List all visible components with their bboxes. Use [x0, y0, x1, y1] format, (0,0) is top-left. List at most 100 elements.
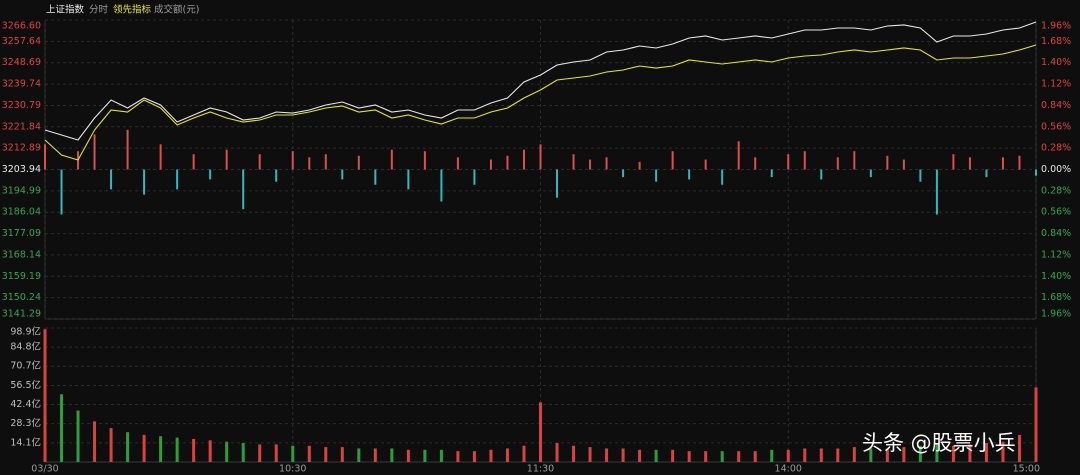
volume-bar	[671, 449, 675, 462]
volume-bar	[902, 447, 906, 462]
indicator-bar	[754, 157, 757, 170]
indicator-bar	[242, 169, 245, 210]
indicator-bar	[539, 144, 542, 170]
y2-tick-label: 1.40%	[1041, 271, 1071, 282]
volume-bar	[720, 451, 724, 462]
volume-title: 成交额(元)	[154, 4, 199, 16]
volume-bar	[770, 449, 774, 462]
x-tick-label: 03/30	[31, 464, 58, 475]
y2-tick-label: 1.96%	[1041, 21, 1071, 32]
volume-bar	[1034, 387, 1038, 462]
indicator-bar	[853, 151, 856, 170]
indicator-bar	[886, 155, 889, 170]
volume-bar	[406, 449, 410, 462]
y-tick-label: 3239.74	[2, 79, 41, 90]
volume-bar	[357, 448, 361, 462]
volume-bar	[291, 445, 295, 462]
y2-tick-label: 1.12%	[1041, 79, 1071, 90]
x-tick-label: 14:00	[775, 464, 802, 475]
volume-bar	[324, 447, 328, 462]
volume-bar	[489, 449, 493, 462]
indicator-bar	[589, 159, 592, 170]
volume-bar	[704, 451, 708, 462]
volume-bar	[737, 451, 741, 462]
volume-bar	[439, 449, 443, 462]
y2-tick-label: 0.84%	[1041, 100, 1071, 111]
indicator-bar	[374, 169, 377, 185]
indicator-bar	[44, 144, 46, 170]
volume-bar	[456, 451, 460, 462]
indicator-bar	[721, 169, 724, 185]
legend-entry: 上证指数	[46, 4, 85, 16]
indicator-bar	[671, 151, 674, 170]
y-tick-label: 3212.89	[2, 143, 41, 154]
x-tick-label: 11:30	[527, 464, 554, 475]
y-tick-label: 42.4亿	[10, 398, 41, 410]
indicator-bar	[60, 169, 63, 215]
volume-bar	[869, 448, 873, 462]
indicator-bar	[192, 154, 195, 170]
period-label: 分时	[89, 4, 109, 16]
volume-bar	[423, 449, 427, 462]
volume-bar	[555, 443, 559, 462]
price-line	[44, 21, 1037, 141]
y-tick-label: 3186.04	[2, 207, 41, 218]
y-tick-label: 28.3亿	[10, 417, 41, 429]
indicator-bar	[605, 157, 608, 170]
y-tick-label: 3194.99	[2, 185, 41, 196]
indicator-bar	[787, 154, 790, 170]
volume-bar	[968, 444, 972, 462]
y2-tick-label: 1.40%	[1041, 57, 1071, 68]
y2-tick-label: 1.12%	[1041, 249, 1071, 260]
indicator-bar	[143, 169, 146, 195]
indicator-bar	[770, 169, 773, 178]
volume-bar	[241, 443, 245, 462]
y-tick-label: 3248.69	[2, 57, 41, 68]
indicator-bar	[291, 151, 294, 170]
indicator-bar	[952, 154, 955, 170]
volume-bar	[307, 445, 311, 462]
indicator-bar	[357, 155, 360, 170]
volume-bar	[93, 421, 97, 462]
indicator-bar	[506, 155, 509, 170]
y-tick-label: 84.8亿	[10, 341, 41, 353]
indicator-bar	[473, 169, 476, 185]
volume-bar	[225, 441, 229, 462]
indicator-bar	[110, 169, 113, 190]
volume-bar	[373, 448, 377, 462]
y-tick-label: 3203.94	[2, 164, 41, 175]
indicator-bar	[919, 169, 922, 182]
indicator-bar	[655, 169, 658, 182]
volume-bar	[208, 440, 212, 462]
indicator-bar	[407, 169, 410, 190]
indicator-bar	[225, 149, 228, 170]
indicator-bar	[159, 144, 162, 170]
volume-bar	[76, 410, 80, 462]
volume-bar	[472, 451, 476, 462]
y-tick-label: 70.7亿	[10, 360, 41, 372]
volume-bar	[142, 434, 146, 462]
indicator-bar	[308, 157, 311, 170]
indicator-bar	[935, 169, 938, 215]
y2-tick-label: 0.00%	[1041, 164, 1071, 175]
x-tick-label: 10:30	[279, 464, 306, 475]
indicator-bar	[93, 134, 96, 170]
y2-tick-label: 0.56%	[1041, 207, 1071, 218]
volume-bar	[1001, 441, 1005, 462]
y-tick-label: 98.9亿	[10, 326, 41, 338]
volume-bar	[605, 448, 609, 462]
volume-bar	[918, 445, 922, 462]
indicator-bar	[572, 154, 575, 170]
legend-entry: 领先指标	[113, 4, 152, 16]
volume-bar	[621, 448, 625, 462]
indicator-bar	[126, 129, 129, 170]
indicator-bar	[820, 169, 823, 180]
volume-bar	[572, 445, 576, 462]
y-tick-label: 3257.64	[2, 36, 41, 47]
indicator-bar	[423, 151, 426, 170]
y-tick-label: 3141.29	[2, 309, 41, 320]
volume-bar	[935, 444, 939, 462]
indicator-bar	[324, 154, 327, 170]
